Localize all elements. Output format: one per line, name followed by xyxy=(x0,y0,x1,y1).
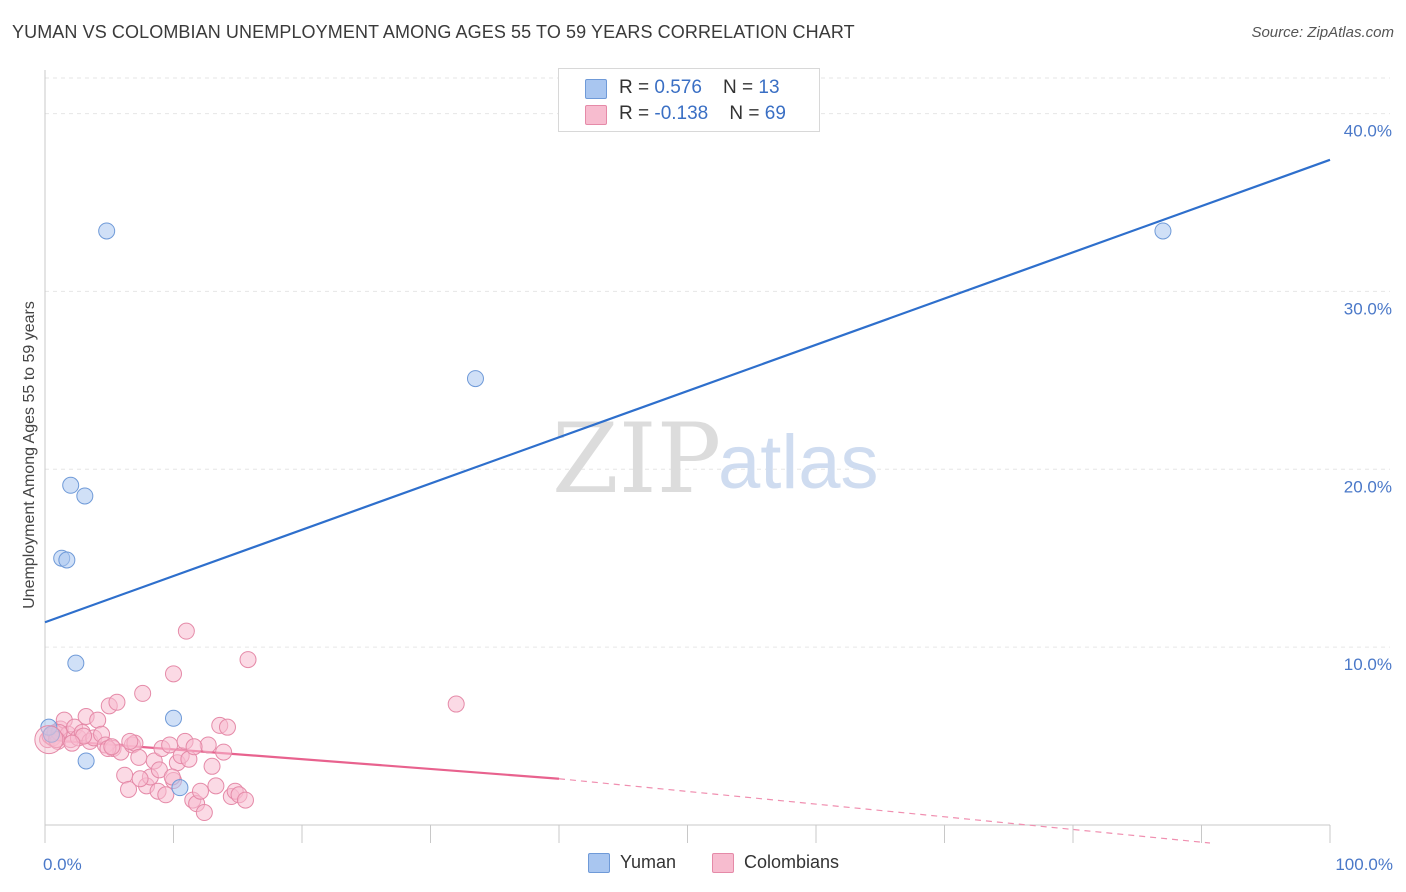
point-colombians xyxy=(131,770,149,788)
point-colombians xyxy=(121,732,139,750)
point-colombians xyxy=(203,757,221,775)
y-tick-label: 40.0% xyxy=(1344,122,1392,141)
watermark-zip: ZIP xyxy=(552,403,721,515)
r-value-colombians: -0.138 xyxy=(654,103,709,124)
point-colombians xyxy=(447,695,465,713)
point-yuman xyxy=(62,476,80,494)
n-value-yuman: 13 xyxy=(758,77,780,98)
point-colombians xyxy=(185,738,203,756)
point-colombians xyxy=(103,738,121,756)
point-yuman xyxy=(67,654,85,672)
point-colombians xyxy=(134,684,152,702)
point-colombians xyxy=(191,782,209,800)
point-colombians xyxy=(63,734,81,752)
legend-label-colombians: Colombians xyxy=(744,852,840,872)
legend-swatch-yuman xyxy=(585,79,607,99)
point-yuman xyxy=(1154,222,1172,240)
tick-labels: 10.0% 20.0% 30.0% 40.0% 0.0% 100.0% xyxy=(43,122,1393,874)
n-label: N = xyxy=(723,77,759,98)
point-colombians xyxy=(218,718,236,736)
point-yuman xyxy=(77,752,95,770)
point-colombians xyxy=(108,693,126,711)
watermark-atlas: atlas xyxy=(718,420,879,505)
legend-label-yuman: Yuman xyxy=(620,852,677,872)
r-label: R = xyxy=(619,77,655,98)
chart-title: YUMAN VS COLOMBIAN UNEMPLOYMENT AMONG AG… xyxy=(12,22,855,42)
point-colombians xyxy=(130,748,148,766)
y-tick-label: 10.0% xyxy=(1344,655,1392,674)
point-colombians xyxy=(195,804,213,822)
n-value-colombians: 69 xyxy=(764,103,786,124)
point-colombians xyxy=(165,665,182,683)
point-colombians xyxy=(157,786,175,804)
grid-lines xyxy=(45,77,1390,648)
point-colombians xyxy=(199,736,217,754)
trend-extension-colombians xyxy=(558,778,1211,844)
point-colombians xyxy=(89,711,107,729)
point-yuman xyxy=(58,551,76,569)
point-colombians xyxy=(116,766,134,784)
y-tick-label: 30.0% xyxy=(1344,299,1392,318)
point-yuman xyxy=(466,370,484,388)
point-yuman xyxy=(98,222,116,240)
x-tick-label: 0.0% xyxy=(43,855,82,874)
point-colombians xyxy=(120,780,138,798)
legend-swatch-yuman xyxy=(588,853,610,873)
y-tick-label: 20.0% xyxy=(1344,477,1392,496)
point-yuman xyxy=(165,709,182,727)
x-tick-label: 100.0% xyxy=(1335,855,1393,874)
n-label: N = xyxy=(729,103,765,124)
point-colombians xyxy=(207,777,225,795)
trend-line-yuman xyxy=(44,158,1331,624)
r-label: R = xyxy=(619,103,655,124)
point-yuman xyxy=(76,487,94,505)
point-colombians xyxy=(239,651,257,669)
legend-swatch-colombians xyxy=(585,105,607,125)
legend-swatch-colombians xyxy=(712,853,734,873)
r-value-yuman: 0.576 xyxy=(654,77,702,98)
point-yuman xyxy=(171,779,189,797)
point-colombians xyxy=(215,743,233,761)
source-label: Source: ZipAtlas.com xyxy=(1251,24,1394,41)
watermark: ZIP atlas xyxy=(552,403,879,515)
stats-legend: R = 0.576 N = 13 R = -0.138 N = 69 xyxy=(558,68,820,132)
point-colombians xyxy=(34,725,64,755)
point-colombians xyxy=(177,622,195,640)
axes xyxy=(44,70,1331,843)
point-colombians xyxy=(150,761,168,779)
point-colombians xyxy=(236,791,254,809)
data-points xyxy=(34,222,1172,822)
